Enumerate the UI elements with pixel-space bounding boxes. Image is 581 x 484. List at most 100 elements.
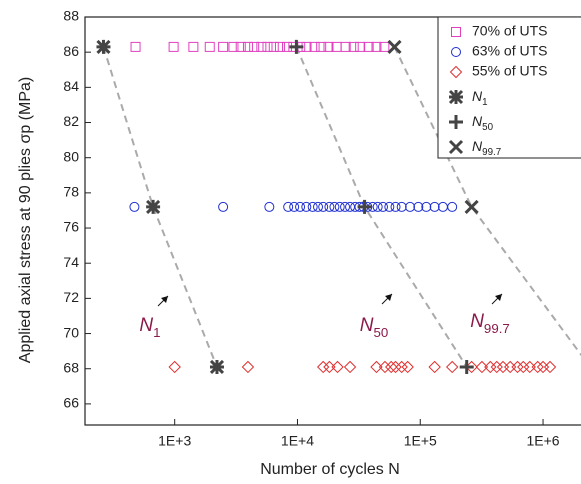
- y-tick-label: 86: [63, 43, 79, 59]
- marker: [96, 39, 111, 54]
- marker: [218, 201, 229, 212]
- marker: [405, 201, 416, 212]
- marker: [370, 360, 383, 374]
- marker: [372, 201, 383, 212]
- marker: [447, 201, 458, 212]
- marker: [395, 360, 408, 374]
- marker: [445, 360, 459, 374]
- arrow-head: [385, 294, 392, 301]
- annotation: N99.7: [470, 311, 510, 336]
- marker: [307, 201, 318, 212]
- x-tick-label: 1E+4: [281, 433, 314, 449]
- marker: [146, 199, 161, 214]
- marker: [313, 201, 324, 212]
- legend-label: 70% of UTS: [472, 23, 547, 39]
- plot-area: [96, 39, 581, 375]
- marker: [451, 27, 461, 37]
- marker: [204, 41, 215, 52]
- marker: [129, 201, 140, 212]
- annotation: N1: [139, 315, 160, 340]
- marker: [264, 201, 275, 212]
- marker: [343, 360, 357, 374]
- legend-label: N1: [472, 88, 488, 108]
- series-line: [102, 46, 218, 368]
- marker: [323, 41, 334, 52]
- y-tick-label: 78: [63, 184, 79, 200]
- x-tick-label: 1E+6: [526, 433, 559, 449]
- legend-label: 63% of UTS: [472, 43, 547, 59]
- marker: [168, 41, 179, 52]
- marker: [316, 360, 330, 374]
- marker: [379, 41, 390, 52]
- marker: [389, 360, 402, 374]
- marker: [448, 139, 464, 155]
- marker: [384, 201, 395, 212]
- marker: [345, 201, 356, 212]
- y-tick-label: 88: [63, 8, 79, 24]
- arrow-head: [495, 294, 502, 301]
- legend-label: N50: [472, 113, 494, 133]
- marker: [357, 199, 372, 214]
- marker: [421, 201, 432, 212]
- marker: [511, 360, 524, 374]
- marker: [334, 201, 345, 212]
- marker: [355, 41, 366, 52]
- marker: [371, 41, 382, 52]
- marker: [413, 201, 424, 212]
- marker: [428, 360, 441, 374]
- y-tick-label: 66: [63, 395, 79, 411]
- y-tick-label: 74: [63, 254, 79, 270]
- marker: [309, 41, 320, 52]
- marker: [323, 360, 336, 374]
- marker: [449, 65, 463, 79]
- marker: [387, 39, 402, 54]
- marker: [324, 201, 335, 212]
- y-tick-label: 70: [63, 324, 79, 340]
- marker: [242, 41, 253, 52]
- marker: [451, 47, 461, 57]
- x-tick-label: 1E+3: [158, 433, 191, 449]
- y-tick-label: 76: [63, 219, 79, 235]
- plot-frame: [84, 16, 581, 426]
- marker: [209, 359, 225, 375]
- marker: [449, 115, 463, 129]
- marker: [316, 41, 327, 52]
- marker: [459, 359, 474, 374]
- y-axis-label: Applied axial stress at 90 plies σp (MPa…: [17, 77, 34, 363]
- marker: [490, 360, 503, 374]
- marker: [262, 41, 273, 52]
- marker: [385, 360, 398, 374]
- marker: [517, 360, 530, 374]
- marker: [448, 89, 464, 105]
- marker: [484, 360, 497, 374]
- marker: [289, 201, 300, 212]
- marker: [228, 41, 239, 52]
- arrow-head: [161, 296, 168, 303]
- y-tick-label: 82: [63, 113, 79, 129]
- marker: [377, 201, 388, 212]
- marker: [363, 41, 374, 52]
- marker: [235, 41, 246, 52]
- marker: [503, 360, 517, 374]
- marker: [329, 201, 340, 212]
- marker: [295, 201, 306, 212]
- marker: [496, 360, 510, 374]
- marker: [378, 360, 392, 374]
- marker: [283, 201, 294, 212]
- marker: [168, 360, 181, 374]
- marker: [318, 201, 329, 212]
- marker: [340, 201, 351, 212]
- legend-label: N99.7: [472, 138, 501, 158]
- x-tick-label: 1E+5: [404, 433, 437, 449]
- marker: [348, 41, 359, 52]
- marker: [390, 201, 401, 212]
- marker: [241, 360, 255, 374]
- marker: [274, 41, 285, 52]
- marker: [256, 41, 267, 52]
- annotation: N50: [360, 315, 389, 340]
- y-tick-label: 68: [63, 359, 79, 375]
- marker: [437, 201, 448, 212]
- marker: [464, 199, 479, 214]
